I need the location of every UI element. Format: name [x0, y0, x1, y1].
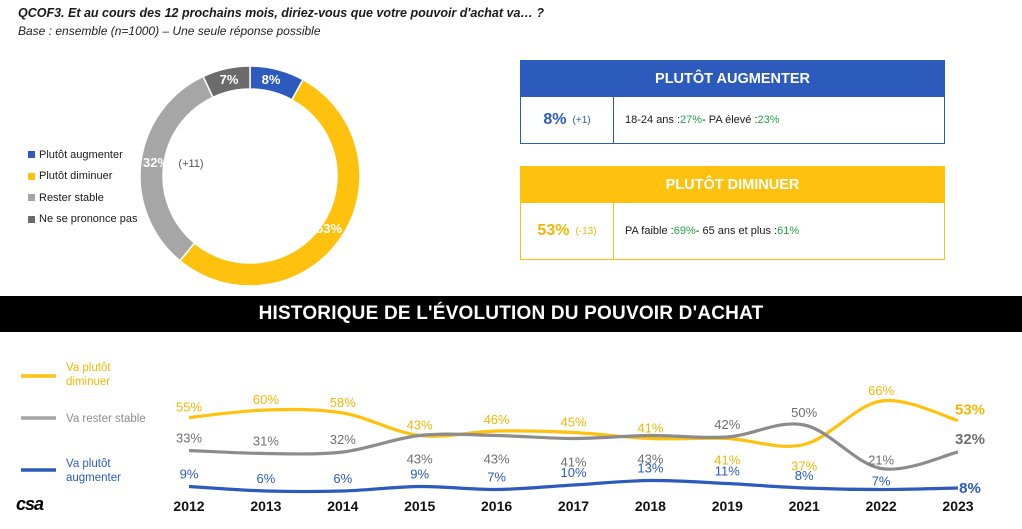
legend-item-diminuer: Plutôt diminuer: [28, 166, 137, 188]
legend-swatch: [28, 151, 35, 159]
data-label: 31%: [253, 434, 279, 449]
x-tick-label: 2019: [712, 498, 743, 514]
data-label: 41%: [637, 421, 663, 436]
data-label: 32%: [955, 431, 985, 448]
data-label: 6%: [257, 471, 276, 486]
data-label: 43%: [484, 452, 510, 467]
history-legend: Va plutôt diminuer Va rester stable Va p…: [21, 362, 146, 484]
data-label: 37%: [791, 459, 817, 474]
x-tick-label: 2017: [558, 498, 589, 514]
data-label: 21%: [868, 453, 894, 468]
series-line-3: [188, 478, 959, 494]
data-label: 42%: [714, 417, 740, 432]
donut-label-augmenter: 8%: [262, 72, 281, 87]
donut-label-nsp: 7%: [220, 72, 239, 87]
history-line-chart: 55% 60% 58% 43% 46% 45% 41% 41% 37% 66% 53% 33% 31% 3…: [173, 383, 985, 514]
data-label: 66%: [868, 383, 894, 398]
box-diminuer: PLUTÔT DIMINUER 53% (-13) PA faible : 69%…: [520, 166, 945, 260]
data-label: 46%: [484, 412, 510, 427]
data-label: 45%: [560, 415, 586, 430]
legend-label-diminuer-2: diminuer: [66, 376, 110, 388]
legend-label-augmenter-1: Va plutôt: [66, 458, 111, 470]
x-tick-label: 2015: [404, 498, 435, 514]
series-line-1: [188, 398, 959, 448]
data-label: 9%: [180, 467, 199, 482]
data-label: 43%: [407, 452, 433, 467]
x-tick-label: 2013: [250, 498, 281, 514]
data-label: 50%: [791, 405, 817, 420]
data-label: 41%: [560, 455, 586, 470]
csa-logo: csa: [16, 494, 44, 514]
legend-label-stable: Va rester stable: [66, 413, 146, 425]
history-title: HISTORIQUE DE L'ÉVOLUTION DU POUVOIR D'A…: [0, 296, 1022, 332]
question-base: Base : ensemble (n=1000) – Une seule rép…: [18, 24, 321, 38]
data-label: 8%: [959, 480, 981, 497]
data-label: 13%: [637, 461, 663, 476]
legend-item-stable: Rester stable: [28, 187, 137, 209]
data-label: 32%: [330, 432, 356, 447]
series-line-2: [188, 422, 959, 471]
data-label: 43%: [407, 418, 433, 433]
box-augmenter-value: 8% (+1): [521, 97, 614, 143]
data-label: 11%: [715, 464, 740, 479]
donut-label-diminuer: 53%: [316, 221, 342, 236]
question-title: QCOF3. Et au cours des 12 prochains mois…: [18, 6, 545, 20]
x-tick-label: 2022: [866, 498, 897, 514]
donut-slice-4: [202, 65, 251, 99]
box-diminuer-detail: PA faible : 69% - 65 ans et plus : 61%: [625, 225, 800, 237]
legend-swatch: [28, 215, 35, 223]
data-label: 8%: [795, 468, 814, 483]
data-label: 53%: [955, 402, 985, 419]
data-label: 43%: [637, 452, 663, 467]
data-label: 7%: [872, 474, 891, 489]
donut-slice-2: [178, 78, 361, 287]
data-label: 9%: [410, 467, 429, 482]
data-label: 10%: [560, 465, 586, 480]
box-diminuer-title: PLUTÔT DIMINUER: [521, 167, 944, 203]
x-tick-label: 2012: [173, 498, 204, 514]
box-augmenter: PLUTÔT AUGMENTER 8% (+1) 18-24 ans : 27% …: [520, 60, 945, 144]
donut-label-stable-delta: (+11): [178, 158, 203, 170]
box-augmenter-title: PLUTÔT AUGMENTER: [521, 61, 944, 97]
legend-swatch: [28, 194, 35, 202]
data-label: 60%: [253, 392, 279, 407]
x-tick-label: 2016: [481, 498, 512, 514]
box-diminuer-value: 53% (-13): [521, 203, 614, 259]
x-tick-label: 2023: [942, 498, 973, 514]
data-label: 7%: [487, 470, 506, 485]
legend-label-augmenter-2: augmenter: [66, 472, 121, 484]
data-label: 41%: [714, 453, 740, 468]
x-tick-label: 2014: [327, 498, 358, 514]
box-augmenter-detail: 18-24 ans : 27% - PA élevé : 23%: [625, 114, 780, 126]
data-label: 6%: [333, 471, 352, 486]
donut-legend: Plutôt augmenter Plutôt diminuer Rester …: [28, 144, 137, 230]
x-tick-label: 2021: [789, 498, 820, 514]
donut-chart: 8% 7% 32% (+11) 53%: [139, 65, 361, 287]
donut-label-stable: 32%: [143, 155, 169, 170]
legend-item-augmenter: Plutôt augmenter: [28, 144, 137, 166]
legend-swatch: [28, 172, 35, 180]
x-tick-label: 2018: [635, 498, 666, 514]
legend-label-diminuer-1: Va plutôt: [66, 362, 111, 374]
data-label: 55%: [176, 400, 202, 415]
legend-item-nsp: Ne se prononce pas: [28, 209, 137, 231]
data-label: 33%: [176, 431, 202, 446]
data-label: 58%: [330, 395, 356, 410]
